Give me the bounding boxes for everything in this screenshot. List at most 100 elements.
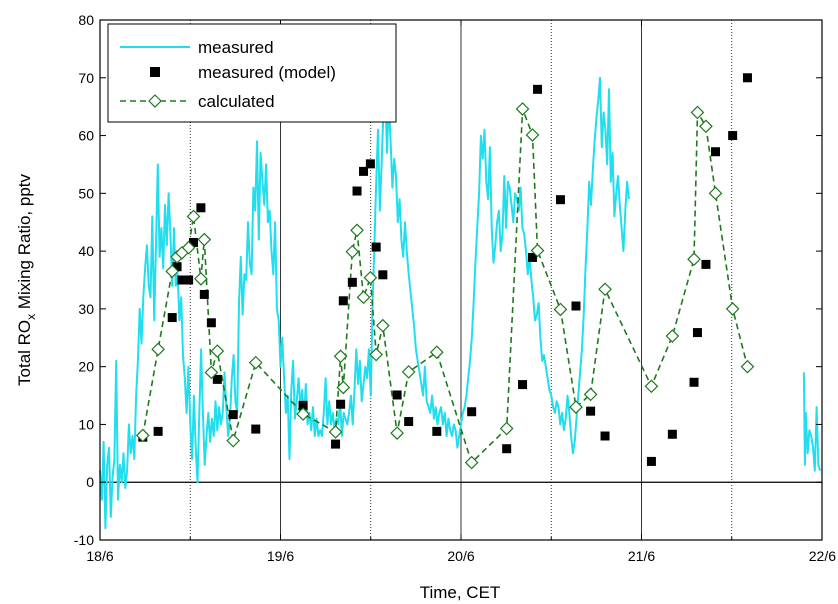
model-point — [586, 406, 596, 416]
y-tick-label: 60 — [78, 128, 94, 144]
model-point — [378, 270, 388, 280]
calculated-point — [644, 379, 659, 394]
model-point — [533, 84, 543, 94]
y-tick-label: 20 — [78, 359, 94, 375]
model-point — [711, 147, 721, 157]
calculated-point — [375, 318, 390, 333]
model-point — [742, 73, 752, 83]
model-point — [212, 374, 222, 384]
calculated-point — [296, 407, 310, 421]
calculated-point — [181, 240, 196, 255]
calculated-point — [328, 425, 343, 439]
ticks: -10 0 10 20 30 40 50 60 70 80 18/6 19/6 20/6 21/6 22/6 — [74, 12, 836, 564]
calculated-point — [151, 342, 165, 357]
calculated-point — [665, 329, 680, 343]
model-point — [359, 166, 369, 176]
model-point — [600, 431, 610, 441]
y-axis-title-main: Total RO — [15, 320, 34, 386]
y-tick-label: 80 — [78, 12, 94, 28]
series-layer — [99, 73, 822, 530]
calculated-point — [401, 365, 416, 379]
model-point — [177, 275, 187, 285]
calculated-point — [429, 345, 444, 360]
calculated-point — [248, 355, 263, 370]
y-axis-title: Total ROx Mixing Ratio, pptv — [15, 174, 38, 386]
y-tick-label: 10 — [78, 416, 94, 432]
calculated-point — [598, 282, 612, 297]
model-point — [172, 262, 182, 272]
model-point — [432, 426, 442, 436]
model-point — [689, 377, 699, 387]
calculated-point — [197, 232, 212, 247]
calculated-point — [553, 302, 568, 317]
model-point — [251, 424, 261, 434]
model-point — [298, 400, 308, 410]
legend-calculated-label: calculated — [198, 92, 275, 111]
model-point — [347, 277, 357, 287]
model-point — [199, 289, 209, 299]
legend: measured measured (model) calculated — [107, 23, 397, 123]
model-point — [555, 195, 565, 205]
calculated-point — [186, 209, 201, 224]
measured-series-line — [802, 372, 822, 472]
model-point — [365, 159, 375, 169]
y-tick-label: 70 — [78, 70, 94, 86]
calculated-point — [336, 380, 351, 395]
calculated-point — [569, 400, 583, 414]
model-point — [336, 399, 346, 409]
calculated-point — [194, 271, 208, 286]
measured-series-line — [99, 76, 630, 530]
model-point — [153, 426, 163, 436]
x-axis-title: Time, CET — [420, 583, 501, 602]
calculated-point — [525, 128, 540, 142]
y-tick-label: 40 — [78, 243, 94, 259]
calculated-series-line — [142, 108, 749, 465]
model-point — [527, 252, 537, 262]
model-point — [228, 410, 238, 420]
model-point — [371, 242, 381, 252]
legend-calculated-marker — [148, 94, 162, 108]
legend-measured-label: measured — [198, 38, 274, 57]
calculated-point — [363, 270, 378, 285]
y-tick-label: 30 — [78, 301, 94, 317]
x-tick-label: 19/6 — [267, 548, 294, 564]
calculated-point — [464, 455, 479, 470]
model-point — [467, 407, 477, 417]
legend-model-label: measured (model) — [198, 63, 336, 82]
model-point — [667, 429, 677, 439]
y-axis-title-rest: Mixing Ratio, pptv — [15, 174, 34, 314]
calculated-point — [356, 290, 371, 305]
model-point — [692, 328, 702, 338]
model-point — [701, 259, 711, 269]
x-tick-label: 18/6 — [86, 548, 113, 564]
model-point — [518, 380, 528, 390]
x-tick-label: 21/6 — [628, 548, 655, 564]
x-tick-label: 22/6 — [809, 548, 836, 564]
model-point — [728, 131, 738, 141]
calculated-point — [515, 102, 530, 116]
calculated-point — [135, 428, 150, 443]
model-point — [646, 456, 656, 466]
model-point — [184, 275, 194, 285]
model-point — [571, 301, 581, 311]
legend-model-swatch — [150, 67, 160, 77]
y-axis-title-subscript: x — [24, 314, 38, 320]
calculated-point — [165, 264, 180, 279]
model-point — [206, 318, 216, 328]
model-point — [338, 296, 348, 306]
calculated-point — [690, 105, 705, 120]
calculated-point — [499, 421, 514, 436]
calculated-point — [390, 426, 404, 440]
calculated-point — [583, 387, 598, 402]
calculated-point — [345, 244, 360, 259]
calculated-point — [708, 186, 723, 201]
calculated-point — [226, 433, 241, 448]
calculated-point — [725, 302, 740, 316]
calculated-point — [210, 344, 225, 358]
calculated-point — [204, 365, 219, 380]
calculated-point — [369, 347, 384, 362]
model-point — [352, 186, 362, 196]
calculated-point — [333, 349, 348, 364]
grid-lines — [100, 20, 822, 540]
